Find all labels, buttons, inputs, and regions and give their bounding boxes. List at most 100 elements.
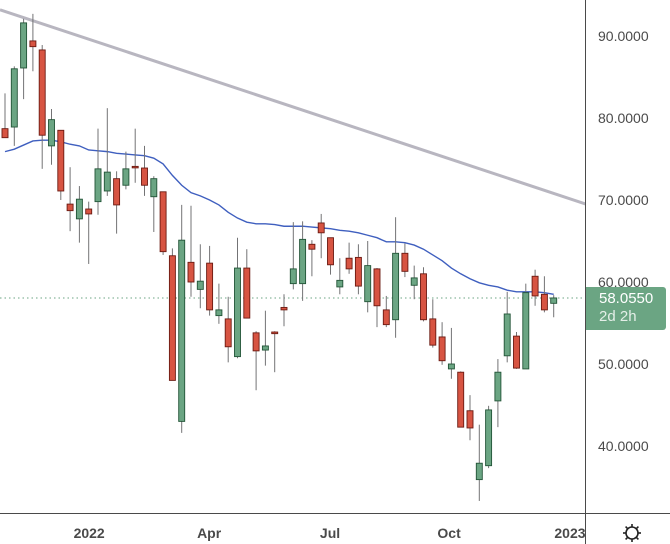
candle-body (159, 191, 167, 253)
candle[interactable] (317, 213, 325, 259)
candle[interactable] (345, 242, 353, 274)
candle[interactable] (401, 243, 409, 278)
candle[interactable] (299, 221, 307, 301)
candle-body (485, 409, 493, 467)
candle[interactable] (364, 241, 372, 313)
candle[interactable] (531, 269, 539, 306)
price-tick-label: 50.0000 (598, 356, 649, 372)
candle[interactable] (289, 222, 297, 290)
candle[interactable] (308, 240, 316, 277)
candle-body (131, 165, 139, 169)
candle-body (113, 178, 121, 206)
candle-body (150, 178, 158, 198)
candle-body (289, 268, 297, 285)
candle[interactable] (261, 310, 269, 366)
candle-body (540, 293, 548, 311)
candle[interactable] (410, 265, 418, 300)
price-tick-label: 40.0000 (598, 438, 649, 454)
candle[interactable] (354, 244, 362, 295)
candle[interactable] (196, 244, 204, 309)
candle-body (75, 198, 83, 220)
candle-body (38, 49, 46, 136)
candle[interactable] (485, 405, 493, 469)
candle[interactable] (150, 176, 158, 232)
candle[interactable] (187, 205, 195, 297)
candle[interactable] (475, 424, 483, 501)
candle-body (10, 68, 18, 128)
candle[interactable] (75, 186, 83, 243)
last-price-value: 58.0550 (599, 290, 654, 307)
candle[interactable] (141, 145, 148, 196)
candle[interactable] (280, 294, 288, 327)
time-tick-label: 2022 (74, 525, 105, 541)
candle[interactable] (206, 245, 214, 316)
candle[interactable] (178, 204, 186, 433)
candle[interactable] (131, 128, 139, 183)
gear-icon[interactable] (622, 523, 642, 543)
candle[interactable] (382, 295, 390, 328)
candle-body (271, 331, 279, 335)
candle[interactable] (20, 18, 28, 100)
candle[interactable] (447, 327, 455, 379)
candle-body (382, 309, 390, 326)
candle[interactable] (373, 268, 381, 328)
candle[interactable] (429, 299, 437, 348)
candle[interactable] (550, 295, 558, 318)
candle[interactable] (243, 249, 251, 319)
candle[interactable] (224, 296, 232, 363)
candle[interactable] (522, 283, 530, 370)
candle-body (392, 252, 400, 321)
price-tick-label: 80.0000 (598, 110, 649, 126)
candle-body (196, 280, 204, 290)
candle[interactable] (513, 332, 520, 369)
candle[interactable] (122, 151, 130, 190)
candle[interactable] (168, 248, 176, 381)
candle[interactable] (336, 258, 344, 295)
time-tick-label: Apr (197, 525, 222, 541)
candle[interactable] (457, 371, 465, 428)
candle[interactable] (327, 237, 334, 275)
candle[interactable] (29, 13, 37, 72)
candle-body (466, 410, 474, 429)
candle-body (513, 335, 520, 369)
candle[interactable] (48, 108, 55, 165)
candle-body (29, 40, 37, 48)
candle[interactable] (1, 93, 9, 139)
candle[interactable] (420, 267, 427, 322)
candle[interactable] (57, 129, 65, 200)
candle-body (420, 273, 427, 321)
candle[interactable] (66, 167, 74, 232)
candle-body (308, 243, 316, 250)
candle-body (122, 168, 130, 186)
candle[interactable] (392, 217, 400, 338)
candle[interactable] (159, 191, 167, 255)
candle[interactable] (466, 395, 474, 441)
candle-body (48, 119, 55, 147)
trendline[interactable] (0, 8, 586, 206)
candle[interactable] (503, 291, 511, 363)
time-axis[interactable]: 2022 Apr Jul Oct 2023 (74, 525, 586, 541)
last-price-label: 58.0550 2d 2h (586, 287, 666, 330)
candle-body (336, 279, 344, 288)
candle[interactable] (113, 171, 121, 234)
candle[interactable] (215, 283, 223, 324)
moving-average-line (4, 139, 554, 295)
candle[interactable] (10, 66, 18, 146)
candle-body (410, 277, 418, 286)
price-axis[interactable]: 90.0000 80.0000 70.0000 60.0000 50.0000 40.00… (598, 28, 649, 454)
candle[interactable] (38, 45, 46, 169)
candle[interactable] (85, 201, 93, 264)
candle[interactable] (540, 276, 548, 313)
candle-body (401, 252, 409, 272)
candle[interactable] (103, 108, 111, 196)
candle-body (364, 265, 372, 303)
candle[interactable] (252, 331, 260, 391)
candle[interactable] (494, 359, 502, 428)
candle-body (429, 318, 437, 346)
candle[interactable] (234, 237, 241, 359)
candle[interactable] (94, 128, 102, 215)
candle-body (206, 262, 214, 311)
candle[interactable] (438, 322, 446, 365)
candle[interactable] (271, 331, 279, 373)
